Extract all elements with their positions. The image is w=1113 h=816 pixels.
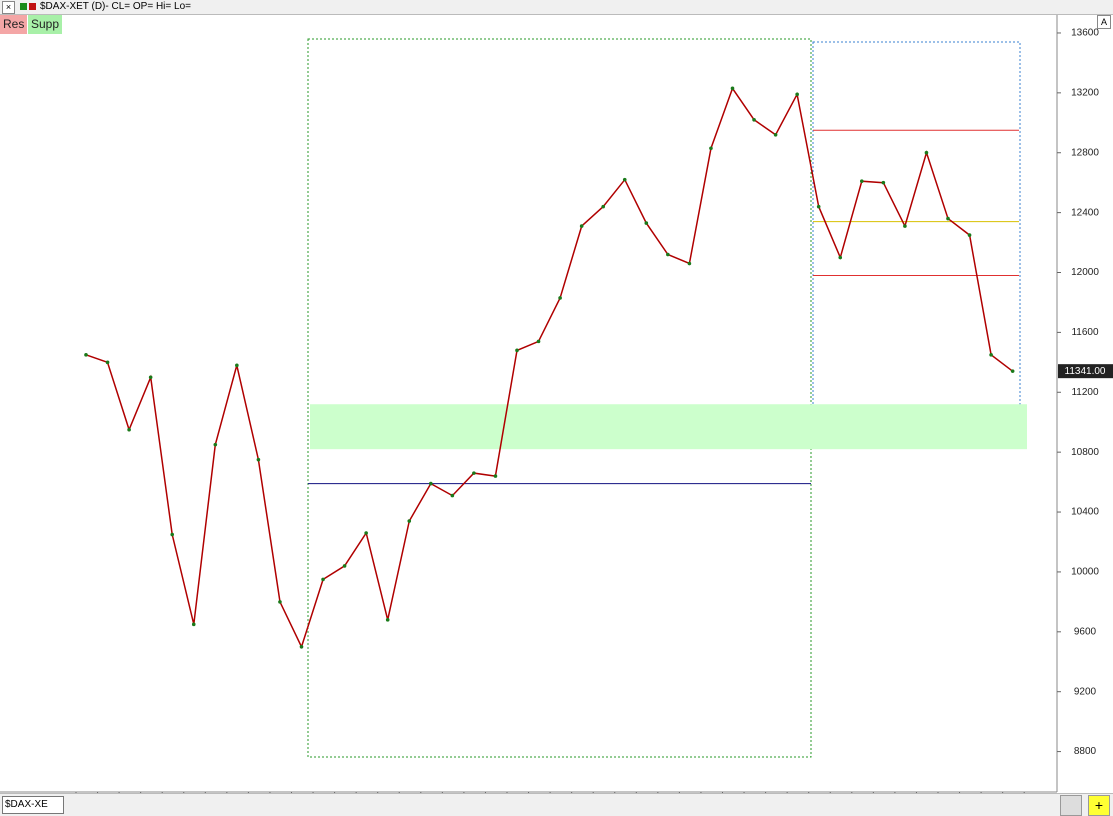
supp-button[interactable]: Supp [28, 15, 63, 34]
price-point [429, 481, 433, 486]
profile-box [307, 38, 812, 758]
scale-button[interactable]: A [1097, 15, 1111, 29]
price-point [816, 204, 821, 209]
y-tick-label: 9200 [1074, 686, 1097, 697]
price-point [622, 177, 627, 182]
close-button[interactable]: × [2, 1, 15, 14]
price-point [989, 353, 993, 357]
price-point [385, 618, 390, 622]
y-tick-label: 13600 [1071, 28, 1099, 39]
price-point [256, 457, 261, 462]
price-point [364, 531, 368, 535]
price-point [213, 442, 218, 447]
price-point [838, 255, 843, 260]
price-point [773, 132, 778, 137]
res-button[interactable]: Res [0, 15, 28, 34]
y-tick-label: 9600 [1074, 626, 1097, 637]
price-point [687, 261, 692, 266]
price-point [450, 493, 455, 498]
plot-area [0, 15, 1057, 792]
price-point [493, 474, 498, 478]
price-point [924, 150, 929, 155]
title-bar: × $DAX-XET (D)- CL= OP= Hi= Lo= [0, 0, 1113, 15]
icon [20, 3, 27, 10]
chart-title: $DAX-XET (D)- CL= OP= Hi= Lo= [40, 1, 191, 12]
price-point [105, 360, 110, 365]
price-point [579, 224, 584, 228]
price-point [967, 233, 972, 237]
price-point [127, 427, 131, 432]
price-point [644, 221, 649, 225]
price-point [84, 353, 88, 357]
price-line [85, 86, 1014, 649]
price-point [752, 117, 756, 122]
price-point [558, 296, 562, 300]
price-label-bg [1058, 364, 1113, 379]
y-tick-label: 10000 [1071, 567, 1099, 578]
y-tick-label: 12000 [1071, 267, 1099, 278]
price-point [148, 375, 153, 380]
y-tick-label: 12800 [1071, 147, 1099, 158]
price-point [321, 577, 325, 582]
y-tick-label: 12400 [1071, 207, 1099, 218]
icon [29, 3, 36, 10]
price-point [472, 471, 476, 475]
y-tick-label: 11200 [1071, 387, 1099, 398]
refresh-button[interactable] [1060, 795, 1082, 816]
price-point [170, 532, 174, 537]
price-point [946, 216, 950, 221]
price-point [407, 519, 412, 523]
price-point [515, 348, 519, 353]
price-point [601, 204, 605, 209]
y-tick-label: 8800 [1074, 746, 1097, 757]
price-point [709, 146, 713, 151]
support-zone [310, 404, 1027, 450]
price-point [730, 86, 735, 91]
price-point [881, 180, 886, 185]
y-tick-label: 11600 [1071, 327, 1099, 338]
price-point [342, 564, 347, 568]
price-point [795, 92, 799, 97]
price-point [536, 339, 541, 344]
price-point [860, 179, 864, 183]
y-tick-label: 10400 [1071, 507, 1099, 518]
symbol-dropdown[interactable]: $DAX-XE [2, 796, 64, 814]
add-button[interactable]: + [1088, 795, 1110, 816]
price-point [1010, 369, 1015, 373]
price-point [278, 600, 282, 604]
bottom-bar: $DAX-XE + [0, 793, 1113, 816]
price-point [191, 622, 196, 627]
y-tick-label: 10800 [1071, 447, 1099, 458]
price-point [235, 363, 239, 368]
price-point [299, 644, 304, 649]
price-point [666, 252, 670, 257]
price-point [903, 224, 907, 228]
y-tick-label: 13200 [1071, 87, 1099, 98]
price-label: 11341.00 [1065, 366, 1106, 377]
